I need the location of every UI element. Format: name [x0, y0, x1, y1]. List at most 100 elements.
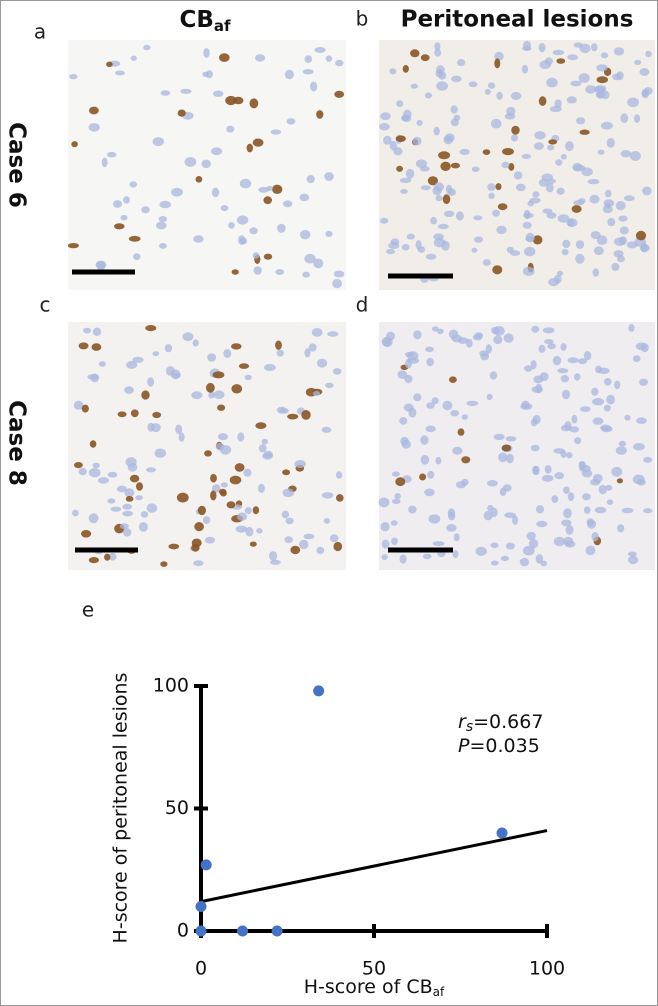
- cell-nucleus: [538, 178, 549, 187]
- cell-nucleus: [494, 58, 501, 69]
- cell-nucleus: [332, 368, 342, 375]
- cell-nucleus: [538, 42, 546, 53]
- cell-nucleus: [511, 134, 518, 142]
- cell-nucleus: [245, 526, 254, 537]
- column-header: Peritoneal lesions: [401, 7, 634, 33]
- point: [195, 925, 207, 937]
- cell-nucleus: [570, 80, 582, 87]
- cell-nucleus: [244, 507, 252, 515]
- cell-nucleus: [128, 235, 141, 242]
- cell-nucleus: [497, 203, 508, 211]
- cell-nucleus: [511, 125, 520, 135]
- cell-nucleus: [104, 553, 111, 561]
- cell-nucleus: [466, 400, 479, 407]
- cell-nucleus: [98, 361, 106, 367]
- cell-nucleus: [394, 493, 401, 500]
- cell-nucleus: [482, 149, 491, 156]
- panel-label: a: [34, 20, 46, 44]
- cell-nucleus: [506, 453, 514, 464]
- cell-nucleus: [122, 503, 133, 510]
- cell-nucleus: [529, 197, 541, 204]
- cell-nucleus: [589, 194, 600, 204]
- cell-nucleus: [210, 473, 217, 483]
- cell-nucleus: [101, 157, 108, 168]
- cell-nucleus: [556, 187, 565, 195]
- cell-nucleus: [592, 398, 605, 406]
- cell-nucleus: [116, 485, 127, 493]
- cell-nucleus: [193, 235, 204, 243]
- cell-nucleus: [410, 49, 420, 58]
- cell-nucleus: [621, 507, 634, 514]
- cell-nucleus: [632, 355, 641, 363]
- cell-nucleus: [255, 422, 267, 429]
- cell-nucleus: [321, 426, 332, 433]
- cell-nucleus: [420, 185, 431, 191]
- cell-nucleus: [614, 380, 621, 390]
- cell-nucleus: [522, 221, 532, 229]
- cell-nucleus: [591, 387, 599, 396]
- cell-nucleus: [237, 432, 245, 442]
- cell-nucleus: [488, 192, 495, 199]
- point: [237, 925, 249, 937]
- cell-nucleus: [126, 360, 138, 369]
- cell-nucleus: [73, 400, 84, 410]
- cell-nucleus: [627, 555, 639, 565]
- cell-nucleus: [89, 106, 99, 115]
- cell-nucleus: [71, 141, 78, 148]
- cell-nucleus: [579, 406, 591, 412]
- cell-nucleus: [406, 233, 415, 240]
- cell-nucleus: [223, 349, 232, 358]
- cell-nucleus: [225, 95, 237, 106]
- cell-nucleus: [389, 140, 397, 151]
- cell-nucleus: [91, 343, 102, 351]
- cell-nucleus: [450, 162, 460, 169]
- annotation-text: =0.667: [473, 711, 543, 733]
- cell-nucleus: [489, 371, 498, 380]
- cell-nucleus: [413, 393, 422, 402]
- cell-nucleus: [310, 81, 318, 92]
- cell-nucleus: [604, 189, 612, 198]
- cell-nucleus: [565, 141, 574, 152]
- cell-nucleus: [552, 49, 565, 56]
- cell-nucleus: [201, 159, 211, 169]
- cell-nucleus: [450, 410, 459, 417]
- cell-nucleus: [561, 519, 572, 527]
- cell-nucleus: [450, 118, 459, 127]
- cell-nucleus: [211, 187, 220, 198]
- cell-nucleus: [379, 123, 390, 131]
- cell-nucleus: [571, 414, 578, 424]
- cell-nucleus: [490, 560, 499, 566]
- cell-nucleus: [434, 49, 442, 57]
- cell-nucleus: [598, 367, 610, 374]
- cell-nucleus: [567, 492, 575, 502]
- cell-nucleus: [475, 546, 487, 556]
- cell-nucleus: [560, 343, 567, 351]
- cell-nucleus: [505, 542, 515, 550]
- cell-nucleus: [164, 344, 173, 353]
- cell-nucleus: [640, 242, 648, 253]
- cell-nucleus: [561, 389, 571, 400]
- cell-nucleus: [69, 74, 78, 80]
- cell-nucleus: [485, 344, 492, 354]
- cell-nucleus: [202, 516, 211, 525]
- cell-nucleus: [237, 512, 248, 521]
- cell-nucleus: [574, 373, 581, 381]
- column-header: CBaf: [179, 7, 231, 35]
- cell-nucleus: [567, 54, 578, 61]
- cell-nucleus: [482, 259, 491, 266]
- cell-nucleus: [525, 236, 534, 242]
- cell-nucleus: [400, 189, 408, 194]
- cell-nucleus: [601, 90, 610, 100]
- cell-nucleus: [208, 391, 215, 399]
- cell-nucleus: [132, 356, 144, 363]
- cell-nucleus: [574, 437, 582, 445]
- annotation: P=0.035: [458, 735, 540, 757]
- cell-nucleus: [643, 508, 653, 514]
- cell-nucleus: [636, 417, 647, 425]
- cell-nucleus: [152, 351, 160, 357]
- cell-nucleus: [554, 99, 562, 108]
- cell-nucleus: [299, 193, 310, 202]
- cell-nucleus: [597, 149, 605, 155]
- cell-nucleus: [88, 513, 99, 524]
- cell-nucleus: [466, 338, 473, 348]
